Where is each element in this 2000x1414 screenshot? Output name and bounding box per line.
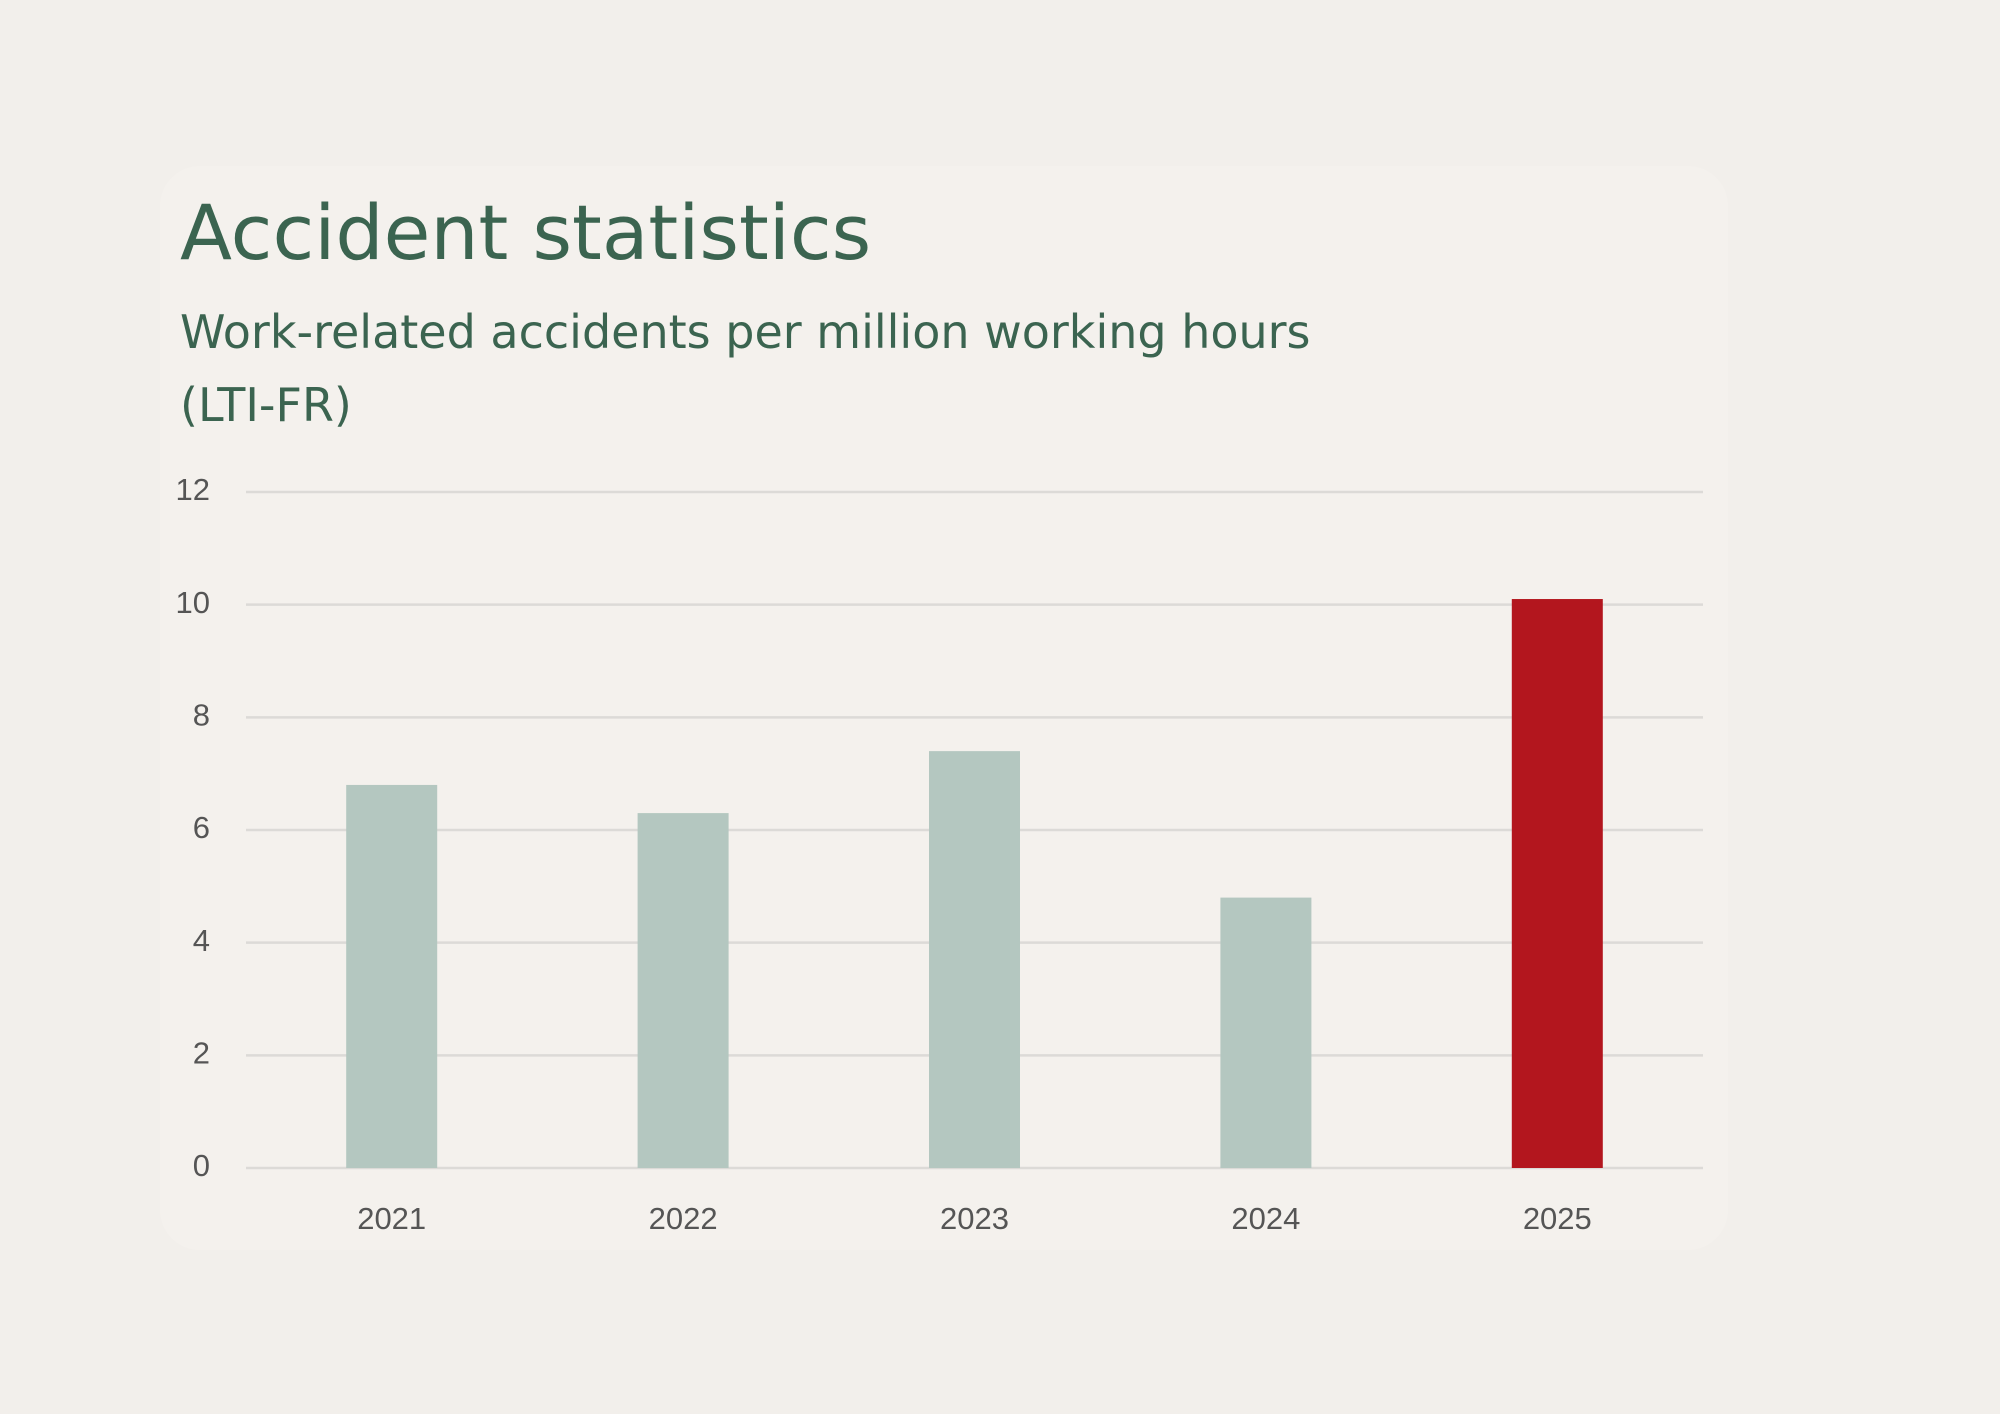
y-tick-label: 10 — [176, 585, 210, 620]
bar — [637, 813, 729, 1168]
x-tick-label: 2025 — [1523, 1201, 1592, 1236]
x-tick-label: 2023 — [940, 1201, 1009, 1236]
x-tick-label: 2022 — [649, 1201, 718, 1236]
x-tick-label: 2021 — [357, 1201, 426, 1236]
y-tick-label: 4 — [193, 923, 210, 958]
bar — [929, 751, 1020, 1168]
y-tick-label: 2 — [193, 1036, 210, 1071]
bar — [1220, 897, 1312, 1168]
chart-subtitle: Work-related accidents per million worki… — [180, 305, 1311, 432]
bar — [346, 784, 438, 1168]
chart-title: Accident statistics — [180, 188, 872, 277]
x-tick-label: 2024 — [1231, 1201, 1300, 1236]
bar — [1511, 599, 1603, 1168]
y-tick-label: 0 — [193, 1148, 210, 1183]
y-tick-label: 12 — [176, 472, 210, 507]
y-tick-label: 6 — [193, 810, 210, 845]
y-tick-label: 8 — [193, 698, 210, 733]
